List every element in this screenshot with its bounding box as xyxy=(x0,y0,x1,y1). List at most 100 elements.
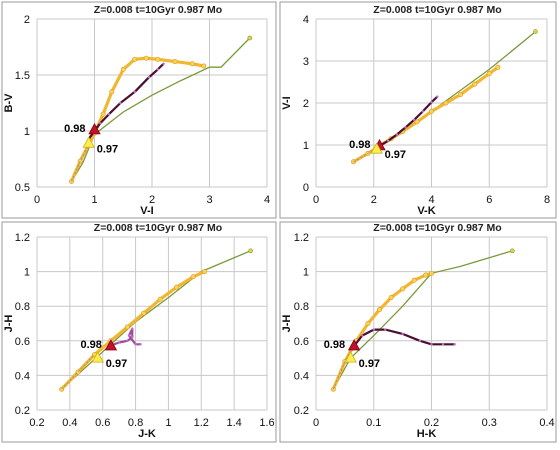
y-tick-label: 0.5 xyxy=(15,182,30,194)
marker-label-098: 0.98 xyxy=(64,123,85,135)
panel-border xyxy=(1,221,277,443)
series-point-purple xyxy=(99,121,102,125)
marker-label-097: 0.97 xyxy=(359,358,380,370)
series-point-purple xyxy=(430,100,433,104)
series-point-purple xyxy=(436,95,439,98)
series-end-marker xyxy=(247,35,253,41)
series-point-purple xyxy=(441,343,445,346)
marker-label-097: 0.97 xyxy=(106,358,127,370)
series-point-purple xyxy=(117,341,121,344)
series-point-orange xyxy=(428,270,434,276)
series-point-orange xyxy=(443,100,449,106)
panel-border xyxy=(279,1,557,219)
x-tick-label: 0 xyxy=(313,194,319,206)
series-point-purple xyxy=(401,332,404,336)
series-point-orange xyxy=(457,92,463,98)
y-axis-label: V-I xyxy=(281,96,293,109)
series-point-orange xyxy=(201,63,207,69)
series-point-purple xyxy=(421,110,425,113)
y-tick-label: 0.6 xyxy=(294,336,309,348)
series-point-orange xyxy=(486,71,492,77)
x-tick-label: 4 xyxy=(428,194,434,206)
series-point-purple xyxy=(107,113,111,116)
chart-title: Z=0.008 t=10Gyr 0.987 Mo xyxy=(373,222,501,234)
marker-triangle-097 xyxy=(344,351,357,363)
series-point-orange xyxy=(423,272,429,278)
marker-label-098: 0.98 xyxy=(349,139,370,151)
series-point-orange xyxy=(388,295,394,301)
x-tick-label: 8 xyxy=(544,194,550,206)
series-point-orange xyxy=(141,310,147,316)
marker-triangle-097 xyxy=(82,136,95,148)
series-end-marker xyxy=(510,248,515,254)
chart-panel-2: 0 2 4 6 8 0 1 2 3 4 Z=0.008 t=10Gyr 0.987 Mo V-K V-I… xyxy=(279,1,557,219)
x-tick-label: 0.4 xyxy=(62,417,77,429)
marker-triangle-097 xyxy=(91,351,104,363)
series-line-green xyxy=(70,37,251,182)
x-axis-label: V-I xyxy=(140,205,153,217)
series-point-purple xyxy=(119,101,122,105)
series-point-orange xyxy=(428,108,434,114)
series-point-orange xyxy=(400,286,406,292)
y-axis-label: J-H xyxy=(3,315,15,333)
series-point-orange xyxy=(109,89,115,95)
y-tick-label: 0.8 xyxy=(294,301,309,313)
y-tick-label: 1.2 xyxy=(15,232,30,244)
series-point-orange xyxy=(172,59,178,65)
series-point-orange xyxy=(411,277,417,283)
y-axis-label: J-H xyxy=(281,315,293,333)
series-point-purple xyxy=(139,343,142,346)
series-point-orange xyxy=(202,269,208,275)
x-tick-label: 0.4 xyxy=(539,417,554,429)
x-tick-label: 1.6 xyxy=(259,417,274,429)
x-tick-label: 1 xyxy=(165,417,171,429)
series-point-purple xyxy=(404,126,407,129)
series-line-purple xyxy=(108,327,142,348)
series-point-purple xyxy=(395,133,399,136)
series-point-purple xyxy=(430,343,433,346)
series-point-purple xyxy=(453,343,456,346)
marker-label-098: 0.98 xyxy=(81,339,102,351)
series-point-orange xyxy=(377,307,383,313)
x-tick-label: 4 xyxy=(264,194,270,206)
y-tick-label: 3 xyxy=(303,56,309,68)
chart-title: Z=0.008 t=10Gyr 0.987 Mo xyxy=(373,4,501,16)
series-point-purple xyxy=(412,118,416,122)
x-tick-label: 0.2 xyxy=(29,417,44,429)
y-tick-label: 0.6 xyxy=(15,336,30,348)
series-point-orange xyxy=(189,61,195,67)
x-tick-label: 2 xyxy=(149,194,155,206)
chart-panel-1: 0 1 2 3 4 0.5 1 1.5 2 Z=0.008 t=10Gyr 0.987 Mo V-I… xyxy=(1,1,277,219)
series-point-orange xyxy=(100,111,106,117)
x-tick-label: 0.3 xyxy=(482,417,497,429)
series-point-orange xyxy=(495,64,501,70)
marker-label-097: 0.97 xyxy=(385,149,406,161)
series-point-purple xyxy=(162,62,165,65)
marker-label-098: 0.98 xyxy=(324,339,345,351)
series-end-marker xyxy=(533,29,538,34)
series-point-orange xyxy=(414,119,420,125)
series-point-purple xyxy=(418,339,422,342)
x-tick-label: 0 xyxy=(34,194,40,206)
series-start-overlay xyxy=(71,144,90,182)
series-point-orange xyxy=(365,320,371,326)
y-tick-label: 0.2 xyxy=(294,405,309,417)
series-end-marker xyxy=(248,248,253,254)
marker-triangle-098 xyxy=(88,123,101,135)
y-tick-label: 0.2 xyxy=(15,405,30,417)
y-tick-label: 1.2 xyxy=(294,232,309,244)
y-tick-label: 1 xyxy=(24,267,30,279)
marker-triangle-098 xyxy=(347,339,361,351)
y-tick-label: 0.8 xyxy=(15,301,30,313)
chart-panel-4: 0 0.1 0.2 0.3 0.4 0.2 0.4 0.6 0.8 1 1.2 Z=0.008 t=1… xyxy=(279,221,557,443)
x-tick-label: 0.6 xyxy=(95,417,110,429)
series-point-purple xyxy=(361,334,364,337)
panel-border xyxy=(1,1,277,219)
y-tick-label: 1 xyxy=(303,140,309,152)
series-point-purple xyxy=(131,327,134,330)
series-point-purple xyxy=(147,76,151,79)
x-tick-label: 3 xyxy=(206,194,212,206)
y-tick-label: 4 xyxy=(303,14,309,26)
series-point-purple xyxy=(156,68,159,71)
